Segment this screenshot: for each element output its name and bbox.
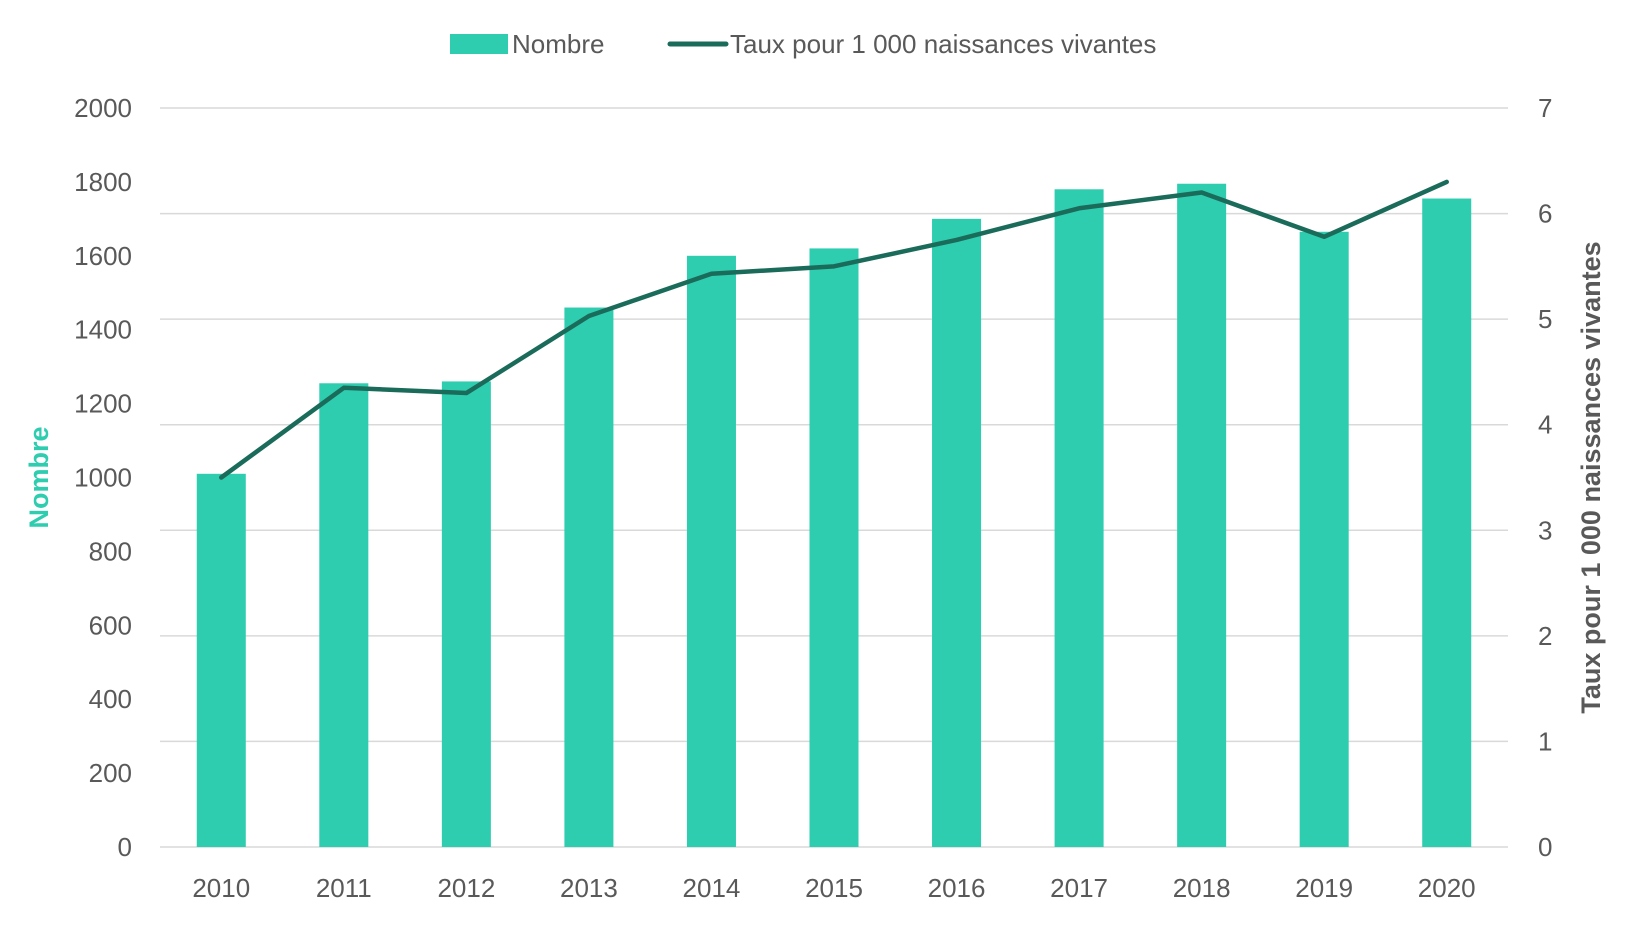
x-tick-label: 2014 — [683, 873, 741, 903]
bar — [196, 473, 246, 847]
bar — [686, 255, 736, 848]
y2-tick-label: 3 — [1538, 515, 1552, 545]
y2-tick-label: 6 — [1538, 199, 1552, 229]
x-tick-label: 2018 — [1173, 873, 1231, 903]
y2-tick-label: 4 — [1538, 410, 1552, 440]
bar — [1422, 198, 1472, 848]
x-tick-label: 2011 — [316, 873, 372, 903]
y-tick-label: 1000 — [74, 463, 132, 493]
x-tick-label: 2013 — [560, 873, 618, 903]
y-tick-label: 400 — [89, 684, 132, 714]
bar — [319, 383, 369, 847]
x-tick-label: 2010 — [192, 873, 250, 903]
legend-swatch-bar — [450, 34, 508, 54]
bar — [809, 248, 859, 847]
x-tick-label: 2017 — [1050, 873, 1108, 903]
legend-label: Nombre — [512, 29, 604, 59]
rate-line — [219, 179, 1449, 480]
y-tick-label: 200 — [89, 758, 132, 788]
y-tick-label: 2000 — [74, 93, 132, 123]
y-tick-label: 1400 — [74, 315, 132, 345]
bar — [932, 218, 982, 848]
bar-series — [196, 183, 1472, 848]
y2-tick-label: 5 — [1538, 304, 1552, 334]
bar — [564, 307, 614, 847]
y2-axis-title: Taux pour 1 000 naissances vivantes — [1576, 241, 1606, 713]
y-tick-label: 0 — [118, 832, 132, 862]
y2-tick-label: 2 — [1538, 621, 1552, 651]
x-tick-label: 2012 — [437, 873, 495, 903]
bar — [1299, 231, 1349, 848]
axes: 0 200 400 600 800 1000 1200 1400 1600 1800 2000 0 1 2… — [24, 93, 1606, 903]
y2-tick-label: 7 — [1538, 93, 1552, 123]
y-tick-label: 800 — [89, 536, 132, 566]
x-tick-label: 2019 — [1295, 873, 1353, 903]
legend-label: Taux pour 1 000 naissances vivantes — [730, 29, 1156, 59]
y-tick-label: 1600 — [74, 241, 132, 271]
bar — [1054, 189, 1104, 848]
x-tick-label: 2016 — [928, 873, 986, 903]
y-axis-title: Nombre — [24, 426, 54, 528]
x-tick-label: 2015 — [805, 873, 863, 903]
bar — [441, 381, 491, 847]
y2-tick-label: 0 — [1538, 832, 1552, 862]
y-tick-label: 1800 — [74, 167, 132, 197]
x-tick-label: 2020 — [1418, 873, 1476, 903]
y-tick-label: 600 — [89, 610, 132, 640]
y-tick-label: 1200 — [74, 389, 132, 419]
y2-tick-label: 1 — [1538, 726, 1552, 756]
line-series — [219, 179, 1449, 480]
bar — [1177, 183, 1227, 847]
legend: Nombre Taux pour 1 000 naissances vivante… — [450, 29, 1156, 59]
